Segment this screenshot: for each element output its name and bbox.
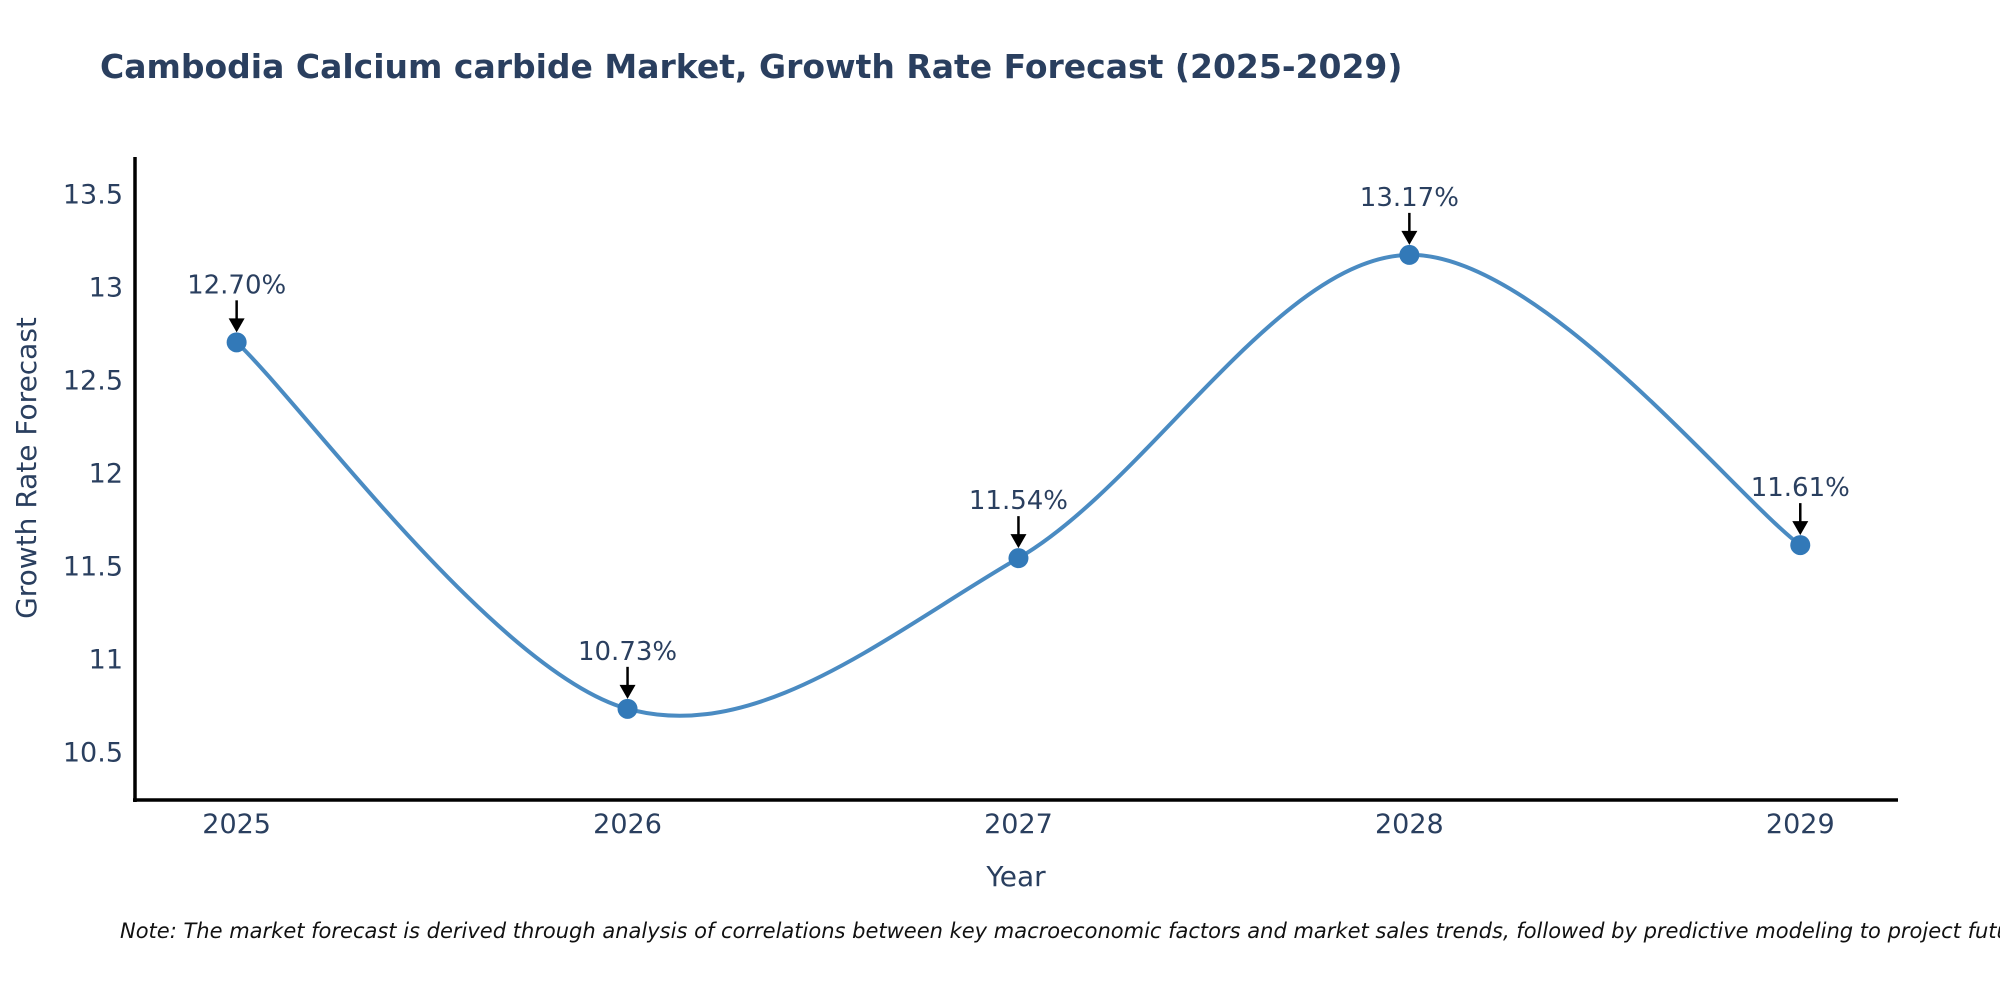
y-axis-title: Growth Rate Forecast bbox=[10, 317, 43, 619]
annotation-label: 13.17% bbox=[1360, 183, 1459, 213]
y-tick-label: 11 bbox=[89, 645, 123, 676]
annotation-arrowhead-icon bbox=[228, 318, 245, 333]
y-tick-label: 13.5 bbox=[63, 179, 123, 210]
annotation-arrowhead-icon bbox=[1401, 230, 1418, 245]
x-tick-label: 2025 bbox=[202, 809, 271, 840]
x-tick-label: 2028 bbox=[1375, 809, 1444, 840]
data-point-marker[interactable] bbox=[1008, 548, 1029, 569]
plot-dynamic-layer: 10.5 11 11.5 12 12.5 13 13.5 2025 2026 2027 2028 20… bbox=[63, 157, 1898, 840]
x-tick-label: 2027 bbox=[984, 809, 1053, 840]
data-point-marker[interactable] bbox=[1790, 535, 1811, 556]
data-point-marker[interactable] bbox=[1399, 244, 1420, 265]
y-tick-label: 12 bbox=[89, 459, 123, 490]
x-tick-label: 2026 bbox=[593, 809, 662, 840]
y-tick-label: 11.5 bbox=[63, 552, 123, 583]
chart-title: Cambodia Calcium carbide Market, Growth … bbox=[100, 47, 1402, 86]
x-axis-title: Year bbox=[985, 860, 1046, 893]
footnote: Note: The market forecast is derived thr… bbox=[120, 919, 2000, 943]
annotation-label: 10.73% bbox=[578, 637, 677, 667]
x-tick-label: 2029 bbox=[1766, 809, 1835, 840]
y-tick-label: 13 bbox=[89, 273, 123, 304]
y-tick-label: 12.5 bbox=[63, 366, 123, 397]
annotation-label: 12.70% bbox=[187, 270, 286, 300]
annotation-arrowhead-icon bbox=[619, 684, 636, 699]
data-point-marker[interactable] bbox=[226, 332, 247, 353]
annotation-arrowhead-icon bbox=[1010, 534, 1027, 549]
data-point-marker[interactable] bbox=[617, 698, 638, 719]
annotation-label: 11.54% bbox=[969, 486, 1068, 516]
y-tick-label: 10.5 bbox=[63, 738, 123, 769]
annotation-label: 11.61% bbox=[1751, 473, 1850, 503]
annotation-arrowhead-icon bbox=[1792, 521, 1809, 536]
